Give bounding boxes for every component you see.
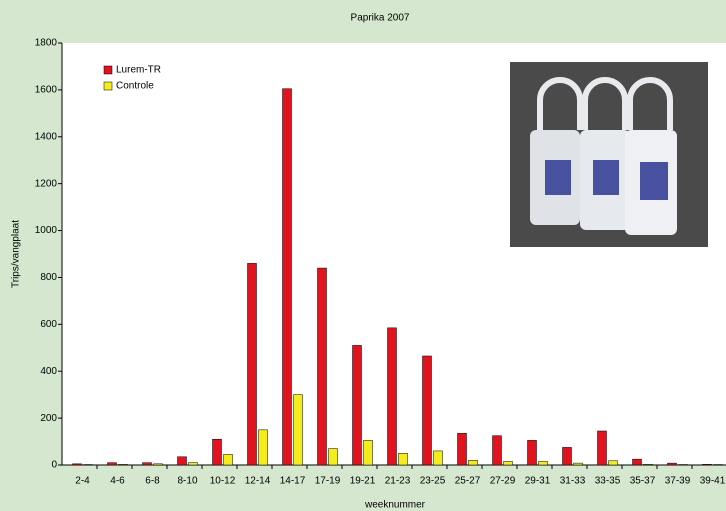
bar: [73, 464, 82, 465]
chart-title: Paprika 2007: [351, 13, 410, 24]
bar: [294, 395, 303, 465]
y-tick-label: 200: [40, 413, 57, 424]
legend-swatch: [104, 66, 112, 74]
bar: [458, 433, 467, 465]
bar: [329, 449, 338, 465]
bar: [154, 464, 163, 465]
x-tick-label: 27-29: [490, 476, 516, 487]
bar: [598, 431, 607, 465]
bar: [318, 268, 327, 465]
y-tick-label: 1200: [35, 178, 58, 189]
x-tick-label: 8-10: [177, 476, 197, 487]
bar: [143, 463, 152, 465]
bar: [493, 436, 502, 465]
x-tick-label: 12-14: [245, 476, 271, 487]
bar: [248, 263, 257, 465]
y-axis-label: Trips/vangplaat: [11, 220, 22, 288]
x-tick-label: 25-27: [455, 476, 481, 487]
x-tick-label: 35-37: [630, 476, 656, 487]
x-tick-label: 19-21: [350, 476, 376, 487]
bar: [283, 89, 292, 465]
x-tick-label: 10-12: [210, 476, 236, 487]
x-tick-label: 14-17: [280, 476, 306, 487]
legend-swatch: [104, 82, 112, 90]
chart: Paprika 2007 Trips/vangplaat weeknummer …: [0, 0, 726, 511]
bar: [423, 356, 432, 465]
x-tick-label: 23-25: [420, 476, 446, 487]
bar: [119, 464, 128, 465]
legend-label: Lurem-TR: [116, 65, 161, 76]
x-tick-label: 6-8: [145, 476, 160, 487]
bar: [399, 453, 408, 465]
bar: [528, 440, 537, 465]
y-tick-label: 800: [40, 272, 57, 283]
bar: [469, 460, 478, 465]
bar: [353, 345, 362, 465]
x-tick-label: 31-33: [560, 476, 586, 487]
bar: [703, 464, 712, 465]
bar: [189, 463, 198, 465]
bar: [563, 447, 572, 465]
bar: [434, 451, 443, 465]
legend-label: Controle: [116, 81, 154, 92]
x-axis-label: weeknummer: [364, 500, 426, 511]
y-tick-label: 1000: [35, 225, 58, 236]
bar: [224, 454, 233, 465]
x-tick-label: 4-6: [110, 476, 125, 487]
x-tick-label: 33-35: [595, 476, 621, 487]
y-tick-label: 1800: [35, 38, 58, 49]
bar: [539, 461, 548, 465]
bar: [574, 463, 583, 465]
y-tick-label: 1400: [35, 131, 58, 142]
bar: [213, 439, 222, 465]
bar: [388, 328, 397, 465]
y-tick-label: 0: [51, 460, 57, 471]
bar: [364, 440, 373, 465]
y-tick-label: 600: [40, 319, 57, 330]
x-tick-label: 17-19: [315, 476, 341, 487]
bar: [644, 464, 653, 465]
bar: [633, 459, 642, 465]
x-tick-label: 2-4: [75, 476, 90, 487]
bar: [178, 457, 187, 465]
x-tick-label: 21-23: [385, 476, 411, 487]
x-tick-label: 39-41: [700, 476, 726, 487]
bar: [259, 430, 268, 465]
x-tick-label: 29-31: [525, 476, 551, 487]
bar: [504, 461, 513, 465]
bar: [108, 463, 117, 465]
inset-photo: [510, 62, 708, 247]
y-tick-label: 1600: [35, 85, 58, 96]
bar: [668, 463, 677, 465]
bar: [609, 461, 618, 465]
y-tick-label: 400: [40, 366, 57, 377]
x-tick-label: 37-39: [665, 476, 691, 487]
